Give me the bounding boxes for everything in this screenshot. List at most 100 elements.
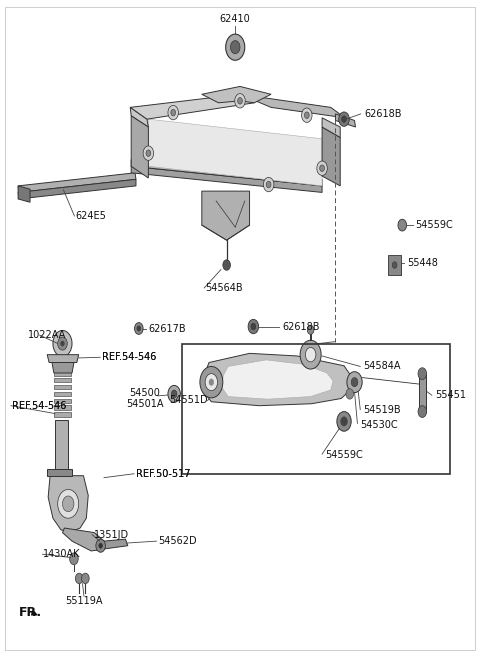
Polygon shape bbox=[240, 95, 345, 118]
Circle shape bbox=[143, 146, 154, 160]
Polygon shape bbox=[52, 363, 74, 373]
Circle shape bbox=[392, 261, 397, 268]
Bar bbox=[54, 392, 71, 396]
Circle shape bbox=[60, 341, 64, 346]
Text: REF.54-546: REF.54-546 bbox=[102, 352, 156, 362]
Circle shape bbox=[62, 496, 74, 512]
Text: 62617B: 62617B bbox=[148, 323, 186, 334]
Polygon shape bbox=[131, 116, 148, 178]
Polygon shape bbox=[202, 87, 271, 102]
Bar bbox=[54, 399, 71, 403]
Circle shape bbox=[171, 109, 176, 116]
Polygon shape bbox=[131, 166, 322, 193]
Polygon shape bbox=[131, 160, 322, 186]
Polygon shape bbox=[18, 186, 30, 202]
Circle shape bbox=[317, 161, 327, 175]
Text: FR.: FR. bbox=[19, 606, 42, 619]
Circle shape bbox=[70, 553, 78, 564]
Circle shape bbox=[99, 543, 103, 549]
Polygon shape bbox=[130, 95, 254, 119]
Circle shape bbox=[337, 411, 351, 431]
Circle shape bbox=[200, 367, 223, 398]
Bar bbox=[54, 371, 71, 376]
Circle shape bbox=[398, 219, 407, 231]
Polygon shape bbox=[322, 127, 340, 186]
Polygon shape bbox=[62, 528, 104, 551]
Polygon shape bbox=[322, 118, 340, 137]
Circle shape bbox=[248, 319, 259, 334]
Circle shape bbox=[226, 34, 245, 60]
Circle shape bbox=[171, 390, 177, 398]
Circle shape bbox=[342, 116, 347, 122]
Circle shape bbox=[137, 326, 141, 331]
Text: 54551D: 54551D bbox=[169, 396, 207, 405]
Polygon shape bbox=[148, 119, 322, 186]
Circle shape bbox=[238, 97, 242, 104]
Bar bbox=[182, 344, 450, 474]
Polygon shape bbox=[18, 173, 136, 193]
Polygon shape bbox=[47, 355, 79, 363]
Text: 1022AA: 1022AA bbox=[28, 330, 66, 340]
Bar bbox=[388, 255, 401, 275]
Text: 1430AK: 1430AK bbox=[43, 549, 81, 559]
Text: REF.54-546: REF.54-546 bbox=[12, 401, 66, 411]
Circle shape bbox=[300, 340, 321, 369]
Polygon shape bbox=[130, 107, 148, 127]
Circle shape bbox=[347, 372, 362, 393]
Circle shape bbox=[418, 368, 427, 380]
Polygon shape bbox=[104, 539, 128, 549]
Circle shape bbox=[351, 378, 358, 387]
Circle shape bbox=[266, 181, 271, 188]
Bar bbox=[54, 385, 71, 390]
Bar bbox=[54, 412, 71, 417]
Polygon shape bbox=[18, 179, 136, 199]
Text: 54559C: 54559C bbox=[325, 451, 363, 461]
Circle shape bbox=[146, 150, 151, 156]
Polygon shape bbox=[336, 114, 356, 127]
Text: 55448: 55448 bbox=[407, 258, 438, 268]
Circle shape bbox=[341, 417, 348, 426]
Text: 62410: 62410 bbox=[220, 14, 251, 24]
Circle shape bbox=[134, 323, 143, 334]
Polygon shape bbox=[47, 469, 72, 476]
Text: 54500
54501A: 54500 54501A bbox=[126, 388, 163, 409]
Text: 54564B: 54564B bbox=[205, 283, 243, 293]
Text: REF.54-546: REF.54-546 bbox=[12, 401, 66, 411]
Text: 62618B: 62618B bbox=[282, 321, 320, 332]
Circle shape bbox=[58, 337, 67, 350]
Text: 55451: 55451 bbox=[435, 390, 466, 400]
Text: 624E5: 624E5 bbox=[75, 211, 106, 221]
Circle shape bbox=[307, 325, 314, 334]
Circle shape bbox=[304, 112, 309, 118]
Polygon shape bbox=[202, 191, 250, 240]
Text: 54530C: 54530C bbox=[360, 420, 398, 430]
Circle shape bbox=[205, 374, 217, 391]
Circle shape bbox=[264, 177, 274, 192]
Circle shape bbox=[209, 379, 214, 386]
Text: 54584A: 54584A bbox=[363, 361, 401, 371]
Circle shape bbox=[58, 489, 79, 518]
Circle shape bbox=[320, 165, 324, 171]
Circle shape bbox=[339, 112, 349, 126]
Circle shape bbox=[82, 573, 89, 583]
Bar bbox=[55, 420, 68, 469]
Text: REF.54-546: REF.54-546 bbox=[102, 352, 156, 362]
Circle shape bbox=[301, 108, 312, 122]
Circle shape bbox=[251, 323, 256, 330]
Polygon shape bbox=[203, 353, 352, 406]
Text: 54519B: 54519B bbox=[363, 405, 401, 415]
Circle shape bbox=[75, 573, 83, 583]
Circle shape bbox=[223, 260, 230, 270]
Text: 1351JD: 1351JD bbox=[94, 530, 129, 539]
Text: 62618B: 62618B bbox=[364, 109, 402, 119]
Polygon shape bbox=[222, 360, 333, 399]
Circle shape bbox=[168, 386, 180, 403]
Text: 55119A: 55119A bbox=[65, 597, 103, 606]
Circle shape bbox=[230, 41, 240, 54]
Bar bbox=[54, 405, 71, 410]
Bar bbox=[420, 374, 426, 411]
Circle shape bbox=[168, 105, 179, 120]
Circle shape bbox=[235, 94, 245, 108]
Polygon shape bbox=[48, 476, 88, 532]
Text: 54562D: 54562D bbox=[158, 536, 196, 546]
